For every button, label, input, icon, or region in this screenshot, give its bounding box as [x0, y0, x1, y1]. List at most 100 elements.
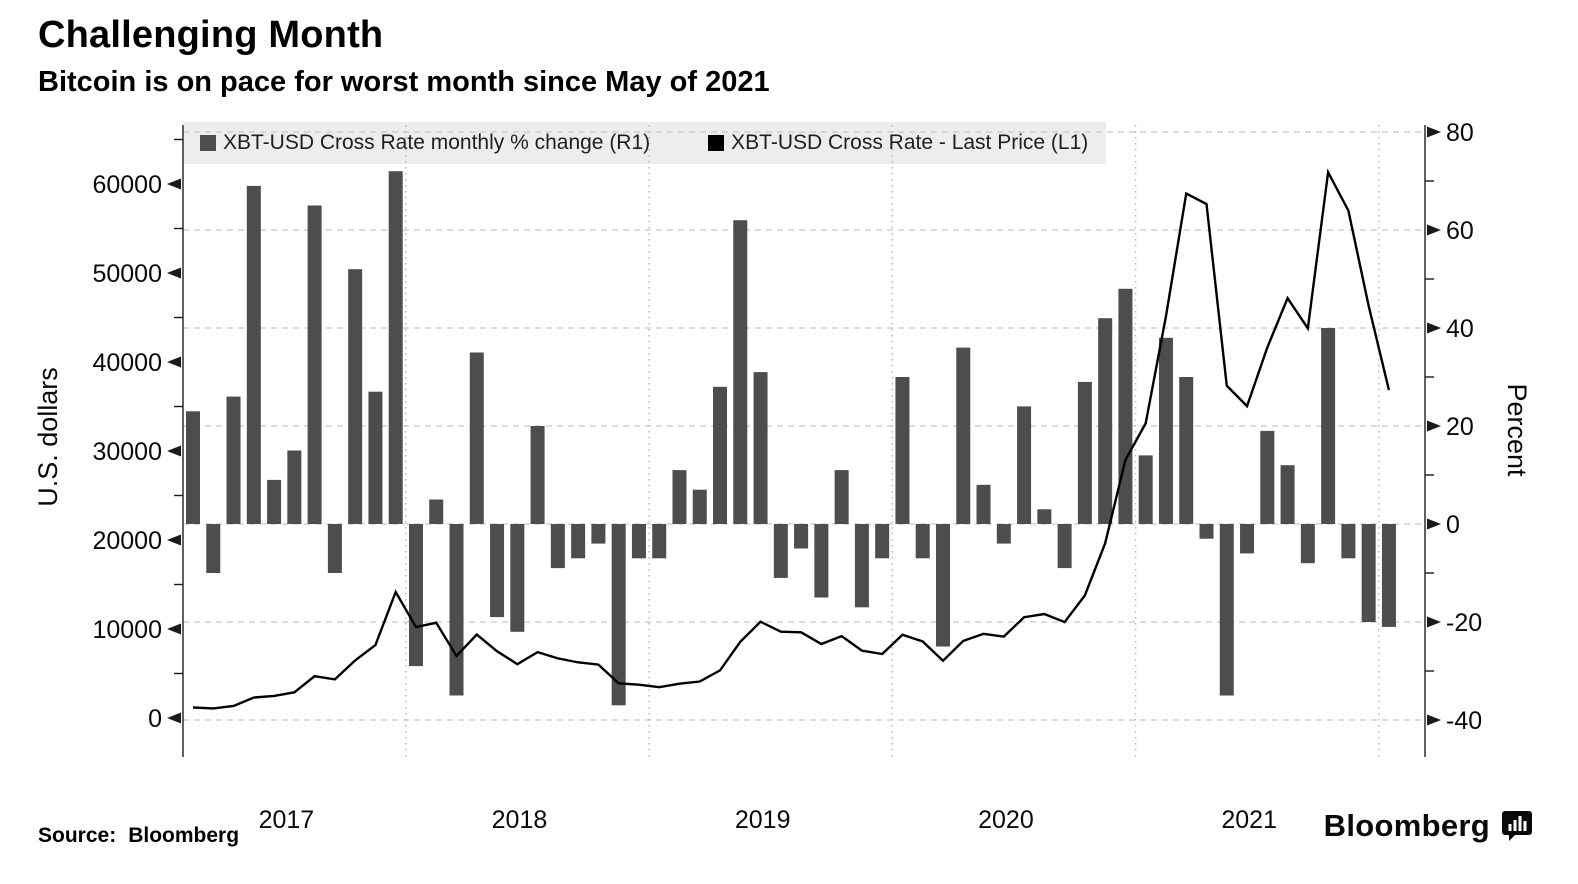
x-axis-year-label: 2020	[978, 806, 1034, 834]
bar-mar-2017	[206, 524, 221, 573]
bar-jul-2018	[530, 426, 545, 524]
bar-nov-2018	[611, 524, 626, 706]
bar-jan-2022	[1381, 524, 1396, 627]
bar-mar-2021	[1179, 377, 1194, 524]
bar-apr-2020	[956, 347, 971, 524]
bar-oct-2017	[348, 269, 363, 524]
right-tick-arrow-icon	[1427, 714, 1441, 726]
right-tick-label: 60	[1446, 217, 1474, 245]
bar-series-swatch-icon	[200, 135, 216, 151]
bloomberg-wordmark: Bloomberg	[1323, 808, 1490, 843]
bar-jun-2017	[267, 479, 282, 524]
right-tick-arrow-icon	[1427, 322, 1441, 334]
bar-jun-2019	[753, 372, 768, 524]
left-tick-arrow-icon	[167, 534, 181, 546]
bar-may-2020	[976, 484, 991, 524]
bar-mar-2018	[449, 524, 464, 696]
bar-dec-2018	[631, 524, 646, 559]
bar-apr-2019	[713, 386, 728, 524]
bar-sep-2017	[327, 524, 342, 573]
right-tick-arrow-icon	[1427, 518, 1441, 530]
bar-nov-2019	[854, 524, 869, 608]
bar-may-2017	[246, 185, 261, 524]
right-tick-label: 40	[1446, 315, 1474, 343]
left-tick-label: 10000	[92, 616, 162, 644]
left-tick-label: 60000	[92, 171, 162, 199]
left-tick-arrow-icon	[167, 623, 181, 635]
left-tick-label: 40000	[92, 349, 162, 377]
legend-item-monthly-change: XBT-USD Cross Rate monthly % change (R1)	[200, 131, 650, 155]
legend-background	[183, 122, 1106, 164]
bar-oct-2018	[591, 524, 606, 544]
left-tick-label: 50000	[92, 260, 162, 288]
bloomberg-logo: Bloomberg	[1324, 808, 1534, 844]
bar-oct-2020	[1077, 381, 1092, 524]
bar-jan-2019	[652, 524, 667, 559]
source-label: Source:	[38, 824, 117, 847]
bar-sep-2019	[814, 524, 829, 598]
bloomberg-logo-icon	[1502, 811, 1532, 841]
bar-jan-2020	[895, 377, 910, 524]
bar-aug-2021	[1280, 465, 1295, 524]
bar-oct-2019	[834, 470, 849, 524]
bar-mar-2019	[692, 489, 707, 524]
bar-feb-2019	[672, 470, 687, 524]
right-tick-label: 0	[1446, 511, 1460, 539]
bar-jul-2017	[287, 450, 302, 524]
bar-jul-2019	[773, 524, 788, 578]
right-tick-label: 80	[1446, 119, 1474, 147]
x-axis-year-label: 2019	[735, 806, 791, 834]
bar-mar-2020	[935, 524, 950, 647]
source-value: Bloomberg	[128, 824, 240, 847]
bar-apr-2018	[469, 352, 484, 524]
left-axis-title: U.S. dollars	[33, 367, 63, 507]
bar-jun-2020	[996, 524, 1011, 544]
bar-jul-2021	[1260, 430, 1275, 524]
bar-may-2021	[1219, 524, 1234, 696]
x-axis-year-label: 2021	[1221, 806, 1277, 834]
bar-may-2019	[733, 220, 748, 524]
legend-label-monthly-change: XBT-USD Cross Rate monthly % change (R1)	[223, 131, 651, 154]
right-tick-arrow-icon	[1427, 224, 1441, 236]
source-note: Source: Bloomberg	[38, 824, 239, 848]
bar-sep-2020	[1057, 524, 1072, 569]
bar-feb-2020	[915, 524, 930, 559]
left-tick-arrow-icon	[167, 178, 181, 190]
bar-jan-2018	[408, 524, 423, 667]
left-tick-label: 0	[148, 705, 162, 733]
x-axis-year-label: 2017	[259, 806, 315, 834]
bar-aug-2017	[307, 205, 322, 524]
bar-dec-2021	[1361, 524, 1376, 622]
bar-may-2018	[490, 524, 505, 618]
right-tick-label: 20	[1446, 413, 1474, 441]
bar-jun-2018	[510, 524, 525, 632]
right-axis-title: Percent	[1502, 383, 1532, 477]
right-tick-label: -20	[1446, 609, 1482, 637]
legend-item-last-price: XBT-USD Cross Rate - Last Price (L1)	[708, 131, 1088, 155]
bar-sep-2018	[571, 524, 586, 559]
right-tick-label: -40	[1446, 707, 1482, 735]
bar-dec-2019	[875, 524, 890, 559]
bar-jan-2021	[1138, 455, 1153, 524]
bar-dec-2017	[388, 171, 403, 524]
right-tick-arrow-icon	[1427, 420, 1441, 432]
bar-jul-2020	[1017, 406, 1032, 524]
bar-feb-2018	[429, 499, 444, 524]
bar-oct-2021	[1321, 328, 1336, 524]
bar-aug-2020	[1037, 509, 1052, 524]
right-tick-arrow-icon	[1427, 126, 1441, 138]
page-title: Challenging Month	[38, 14, 384, 56]
left-tick-arrow-icon	[167, 356, 181, 368]
price-line	[192, 168, 1391, 710]
legend-label-last-price: XBT-USD Cross Rate - Last Price (L1)	[731, 131, 1089, 154]
bar-nov-2021	[1341, 524, 1356, 559]
bar-feb-2021	[1158, 337, 1173, 524]
bar-jun-2021	[1240, 524, 1255, 554]
bar-aug-2018	[550, 524, 565, 569]
bar-apr-2021	[1199, 524, 1214, 539]
bar-apr-2017	[226, 396, 241, 524]
left-tick-arrow-icon	[167, 267, 181, 279]
bar-sep-2021	[1300, 524, 1315, 564]
